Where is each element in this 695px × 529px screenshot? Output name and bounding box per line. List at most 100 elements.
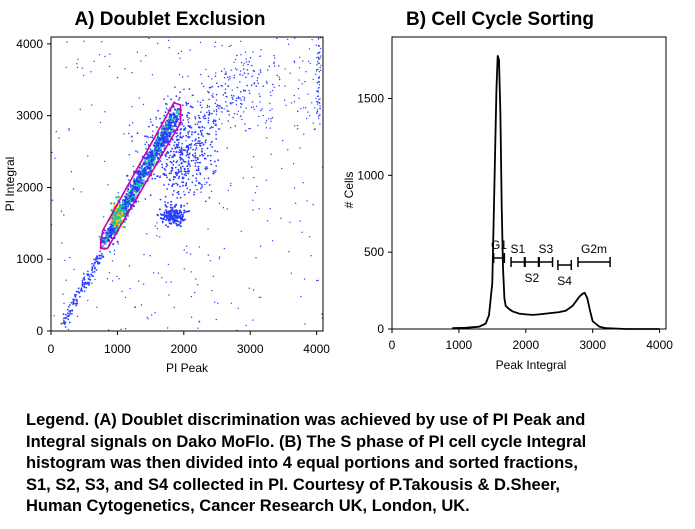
scatter-point xyxy=(197,284,199,286)
scatter-point xyxy=(230,182,232,185)
scatter-point xyxy=(165,174,168,177)
scatter-point xyxy=(179,151,181,154)
scatter-point xyxy=(235,99,237,102)
scatter-point xyxy=(217,128,219,130)
scatter-point xyxy=(68,129,70,131)
scatter-point xyxy=(187,131,189,134)
scatter-point xyxy=(181,218,184,221)
sort-region-g2m[interactable]: G2m xyxy=(577,242,611,267)
scatter-point xyxy=(299,56,301,59)
scatter-point xyxy=(68,306,70,308)
scatter-point xyxy=(319,113,321,116)
scatter-point xyxy=(161,163,164,166)
scatter-point xyxy=(195,138,197,141)
scatter-point xyxy=(145,55,147,57)
region-label: G1 xyxy=(491,238,507,252)
scatter-point xyxy=(154,147,156,150)
scatter-point xyxy=(315,44,317,46)
scatter-point xyxy=(144,135,146,137)
scatter-point xyxy=(109,233,112,236)
sort-region-s4[interactable]: S4 xyxy=(557,260,572,288)
scatter-point xyxy=(240,54,242,56)
scatter-point xyxy=(223,247,226,250)
scatter-point xyxy=(140,185,143,188)
scatter-point xyxy=(230,102,232,104)
scatter-point xyxy=(181,113,183,116)
scatter-point xyxy=(171,208,174,211)
scatter-point xyxy=(194,149,197,151)
sort-region-g1[interactable]: G1 xyxy=(491,238,507,263)
scatter-point xyxy=(156,149,159,153)
sort-region-s1[interactable]: S1 xyxy=(510,242,525,267)
scatter-point xyxy=(60,322,63,325)
scatter-point xyxy=(106,230,109,233)
scatter-point xyxy=(185,101,187,104)
scatter-point xyxy=(142,283,145,285)
scatter-point xyxy=(319,123,321,125)
scatter-point xyxy=(294,202,297,204)
scatter-point xyxy=(218,128,221,130)
scatter-point xyxy=(227,85,230,87)
scatter-point xyxy=(220,70,223,72)
scatter-point xyxy=(187,153,190,156)
scatter-point xyxy=(159,213,162,216)
scatter-point xyxy=(288,251,290,253)
scatter-point xyxy=(180,162,183,165)
scatter-point xyxy=(223,77,226,79)
scatter-point xyxy=(133,179,136,182)
scatter-point xyxy=(258,73,260,75)
scatter-point xyxy=(92,264,95,267)
scatter-point xyxy=(131,135,133,137)
sort-region-s3[interactable]: S3 xyxy=(538,242,554,267)
scatter-point xyxy=(318,76,320,79)
scatter-point xyxy=(244,51,247,53)
scatter-point xyxy=(248,92,251,95)
scatter-point xyxy=(167,263,170,266)
scatter-point xyxy=(173,141,176,144)
scatter-point xyxy=(230,302,232,304)
scatter-point xyxy=(61,242,63,244)
scatter-point xyxy=(165,107,168,110)
scatter-point xyxy=(174,166,177,169)
scatter-point xyxy=(162,125,165,128)
scatter-point xyxy=(240,102,242,105)
scatter-point xyxy=(188,126,191,129)
scatter-point xyxy=(320,64,322,67)
scatter-point xyxy=(154,145,157,148)
scatter-point xyxy=(151,136,154,139)
scatter-point xyxy=(174,176,177,179)
scatter-point xyxy=(147,170,150,174)
scatter-point xyxy=(292,163,295,165)
scatter-point xyxy=(197,114,200,117)
scatter-point xyxy=(232,98,234,100)
scatter-point xyxy=(154,225,156,227)
scatter-point xyxy=(113,231,116,234)
scatter-point xyxy=(186,151,189,154)
scatter-point xyxy=(286,38,289,41)
scatter-point xyxy=(284,85,286,87)
scatter-point xyxy=(290,272,292,274)
scatter-point xyxy=(112,243,115,246)
scatter-point xyxy=(68,314,70,317)
scatter-point xyxy=(165,155,167,158)
scatter-point xyxy=(165,162,168,165)
scatter-point xyxy=(170,281,172,283)
scatter-point xyxy=(219,105,221,107)
scatter-point xyxy=(320,55,322,57)
scatter-point xyxy=(71,310,73,312)
scatter-point xyxy=(182,184,184,187)
scatter-point xyxy=(315,97,317,100)
scatter-point xyxy=(134,306,136,309)
scatter-point xyxy=(63,320,65,322)
scatter-point xyxy=(66,308,69,311)
scatter-point xyxy=(298,79,300,81)
scatter-point xyxy=(118,216,122,220)
scatter-point xyxy=(260,296,262,298)
scatter-point xyxy=(179,131,182,134)
scatter-point xyxy=(299,147,301,149)
scatter-point xyxy=(137,169,141,172)
scatter-point xyxy=(165,131,167,134)
sort-region-s2[interactable]: S2 xyxy=(524,257,539,285)
scatter-point xyxy=(200,191,202,193)
singlet-gate-polygon[interactable] xyxy=(100,101,182,250)
